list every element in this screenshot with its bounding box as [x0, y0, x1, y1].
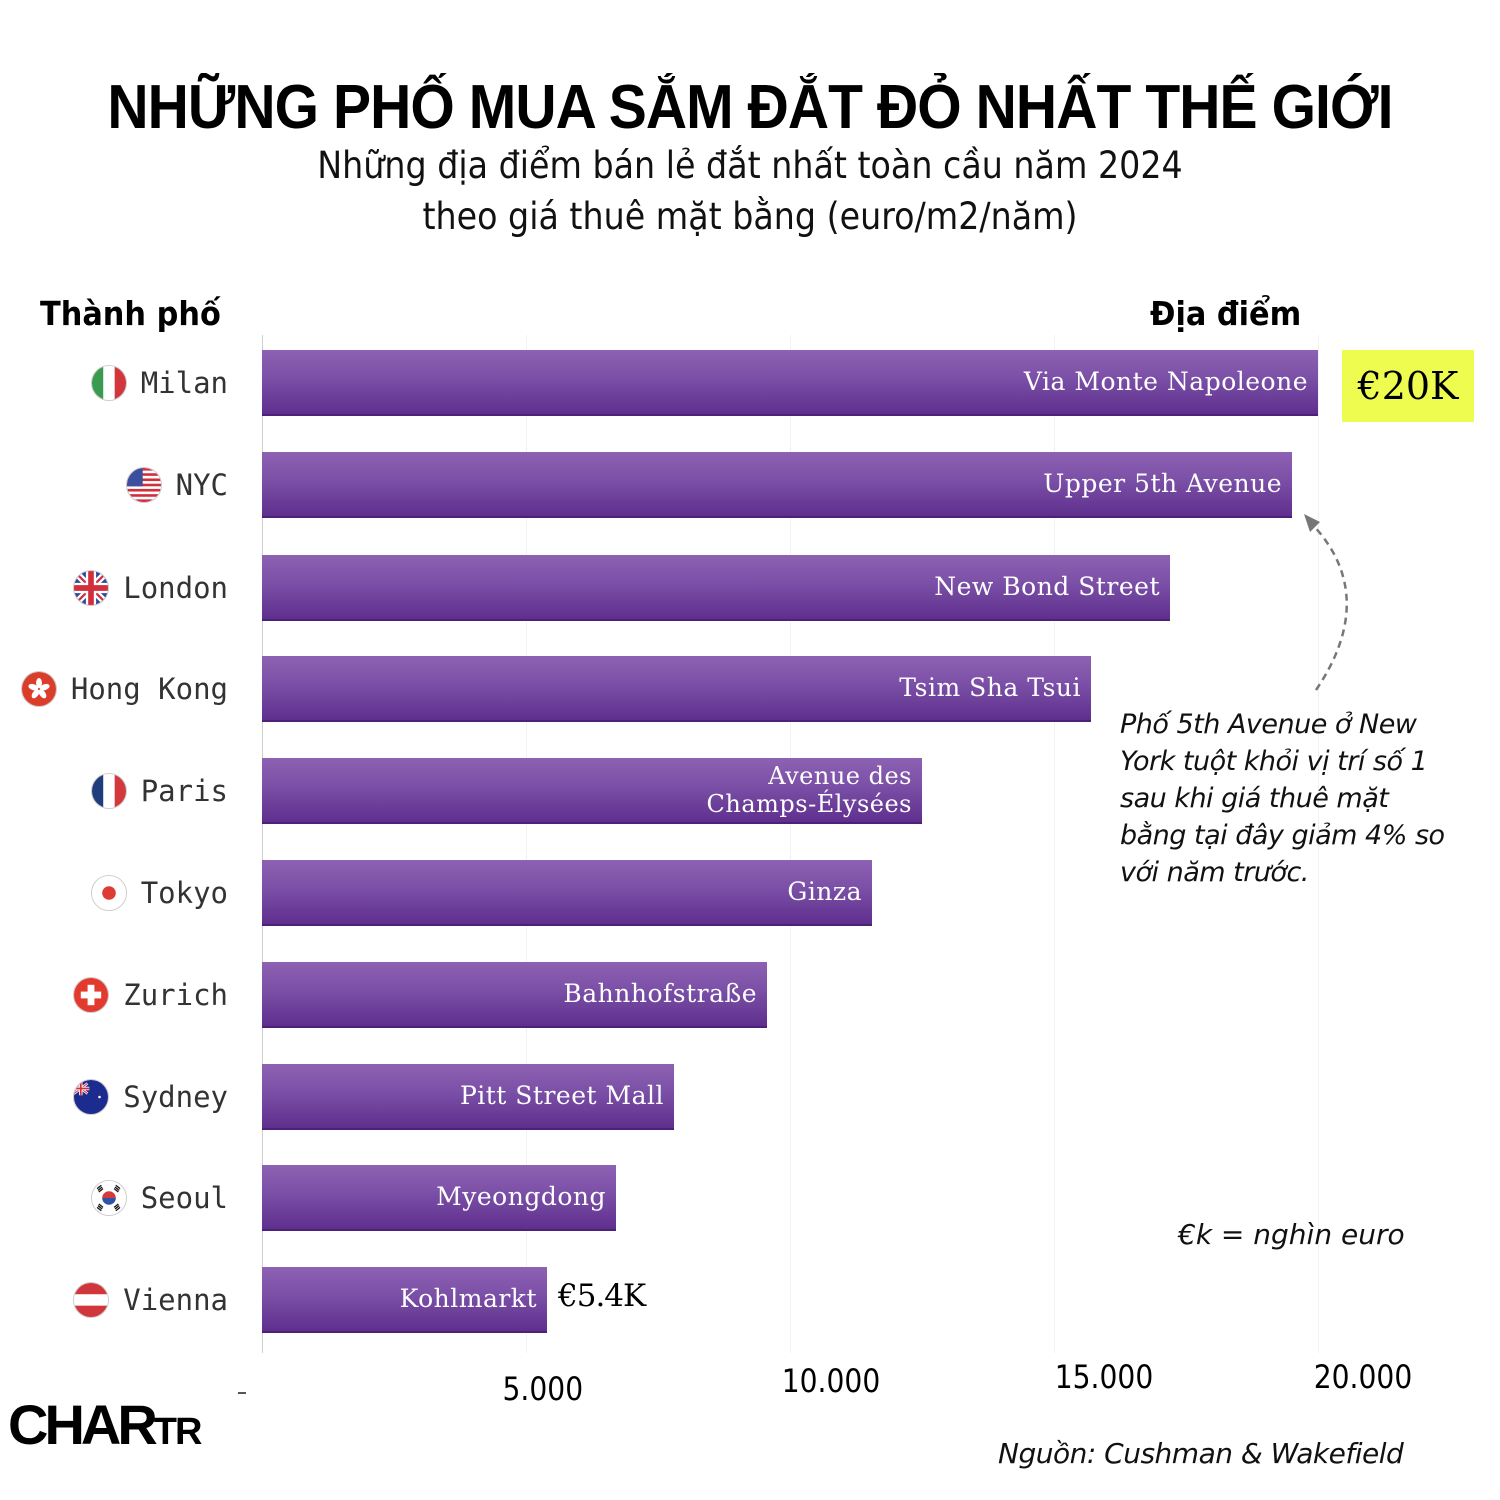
city-name: Milan — [140, 366, 228, 400]
bar-tokyo: Ginza — [262, 860, 872, 926]
gridline-5000 — [526, 335, 527, 1353]
city-label-zurich: Zurich — [73, 962, 228, 1028]
city-name: Hong Kong — [70, 672, 228, 706]
x-tick-15000: 15.000 — [1054, 1358, 1154, 1396]
y-axis-line — [262, 335, 263, 1353]
hong-kong-flag-icon — [20, 671, 57, 707]
city-name: Seoul — [140, 1181, 228, 1215]
city-column-header: Thành phố — [40, 294, 221, 333]
zero-tick-mark — [238, 1392, 246, 1394]
city-name: London — [123, 571, 228, 605]
chartr-logo: CHARTR — [8, 1392, 203, 1457]
bar-sydney: Pitt Street Mall — [262, 1064, 674, 1130]
bar-nyc: Upper 5th Avenue — [262, 452, 1292, 518]
city-name: Tokyo — [140, 876, 228, 910]
bar-place-label: Kohlmarkt — [399, 1284, 537, 1313]
chart-subtitle-line2: theo giá thuê mặt bằng (euro/m2/năm) — [422, 195, 1078, 238]
city-label-hong-kong: Hong Kong — [20, 656, 228, 722]
place-column-header: Địa điểm — [1150, 294, 1302, 333]
city-label-vienna: Vienna — [73, 1267, 228, 1333]
chart-title: NHỮNG PHỐ MUA SẮM ĐẮT ĐỎ NHẤT THẾ GIỚI — [107, 73, 1393, 142]
city-label-milan: Milan — [90, 350, 228, 416]
france-flag-icon — [90, 773, 127, 809]
top-value-badge: €20K — [1342, 350, 1474, 422]
city-name: Paris — [140, 774, 228, 808]
bar-paris: Avenue des Champs-Élysées — [262, 758, 922, 824]
source-credit: Nguồn: Cushman & Wakefield — [998, 1437, 1404, 1470]
austria-flag-icon — [73, 1282, 110, 1318]
bar-place-label: Bahnhofstraße — [563, 979, 757, 1008]
city-label-paris: Paris — [90, 758, 228, 824]
city-name: NYC — [175, 468, 228, 502]
annotation-text: Phố 5th Avenue ở New York tuột khỏi vị t… — [1120, 709, 1445, 888]
unit-note: €k = nghìn euro — [1178, 1218, 1405, 1251]
bar-place-label: Via Monte Napoleone — [1023, 367, 1308, 396]
bar-milan: Via Monte Napoleone — [262, 350, 1318, 416]
bottom-value-label: €5.4K — [558, 1278, 646, 1314]
italy-flag-icon — [90, 365, 127, 401]
annotation-arrow-icon — [1304, 514, 1349, 691]
chart-subtitle-line1: Những địa điểm bán lẻ đắt nhất toàn cầu … — [317, 144, 1183, 187]
usa-flag-icon — [125, 467, 162, 503]
city-name: Sydney — [123, 1080, 228, 1114]
city-label-tokyo: Tokyo — [90, 860, 228, 926]
plot-area: Via Monte Napoleone Upper 5th Avenue New B… — [262, 335, 1362, 1353]
x-tick-10000: 10.000 — [781, 1362, 881, 1400]
city-name: Zurich — [123, 978, 228, 1012]
x-tick-20000: 20.000 — [1313, 1358, 1413, 1396]
bar-place-label: Tsim Sha Tsui — [899, 673, 1081, 702]
bar-zurich: Bahnhofstraße — [262, 962, 767, 1028]
logo-main-text: CHAR — [8, 1393, 158, 1456]
bar-place-label: Ginza — [787, 877, 862, 906]
bar-place-label: Myeongdong — [436, 1182, 606, 1211]
logo-small-text: TR — [153, 1411, 203, 1453]
australia-flag-icon — [73, 1079, 110, 1115]
x-tick-5000: 5.000 — [502, 1370, 584, 1408]
bar-place-label: Upper 5th Avenue — [1043, 469, 1282, 498]
gridline-15000 — [1054, 335, 1055, 1353]
gridline-20000 — [1318, 335, 1319, 1353]
bar-place-label: Pitt Street Mall — [459, 1081, 664, 1110]
bar-place-label: New Bond Street — [934, 572, 1160, 601]
city-label-london: London — [73, 555, 228, 621]
city-name: Vienna — [123, 1283, 228, 1317]
city-label-sydney: Sydney — [73, 1064, 228, 1130]
city-label-seoul: Seoul — [90, 1165, 228, 1231]
city-label-nyc: NYC — [125, 452, 228, 518]
japan-flag-icon — [90, 875, 127, 911]
bar-place-label: Avenue des Champs-Élysées — [706, 762, 912, 818]
bar-seoul: Myeongdong — [262, 1165, 616, 1231]
bar-hong-kong: Tsim Sha Tsui — [262, 656, 1091, 722]
uk-flag-icon — [73, 570, 110, 606]
bar-vienna: Kohlmarkt — [262, 1267, 547, 1333]
gridline-10000 — [790, 335, 791, 1353]
bar-london: New Bond Street — [262, 555, 1170, 621]
switzerland-flag-icon — [73, 977, 110, 1013]
south-korea-flag-icon — [90, 1180, 127, 1216]
